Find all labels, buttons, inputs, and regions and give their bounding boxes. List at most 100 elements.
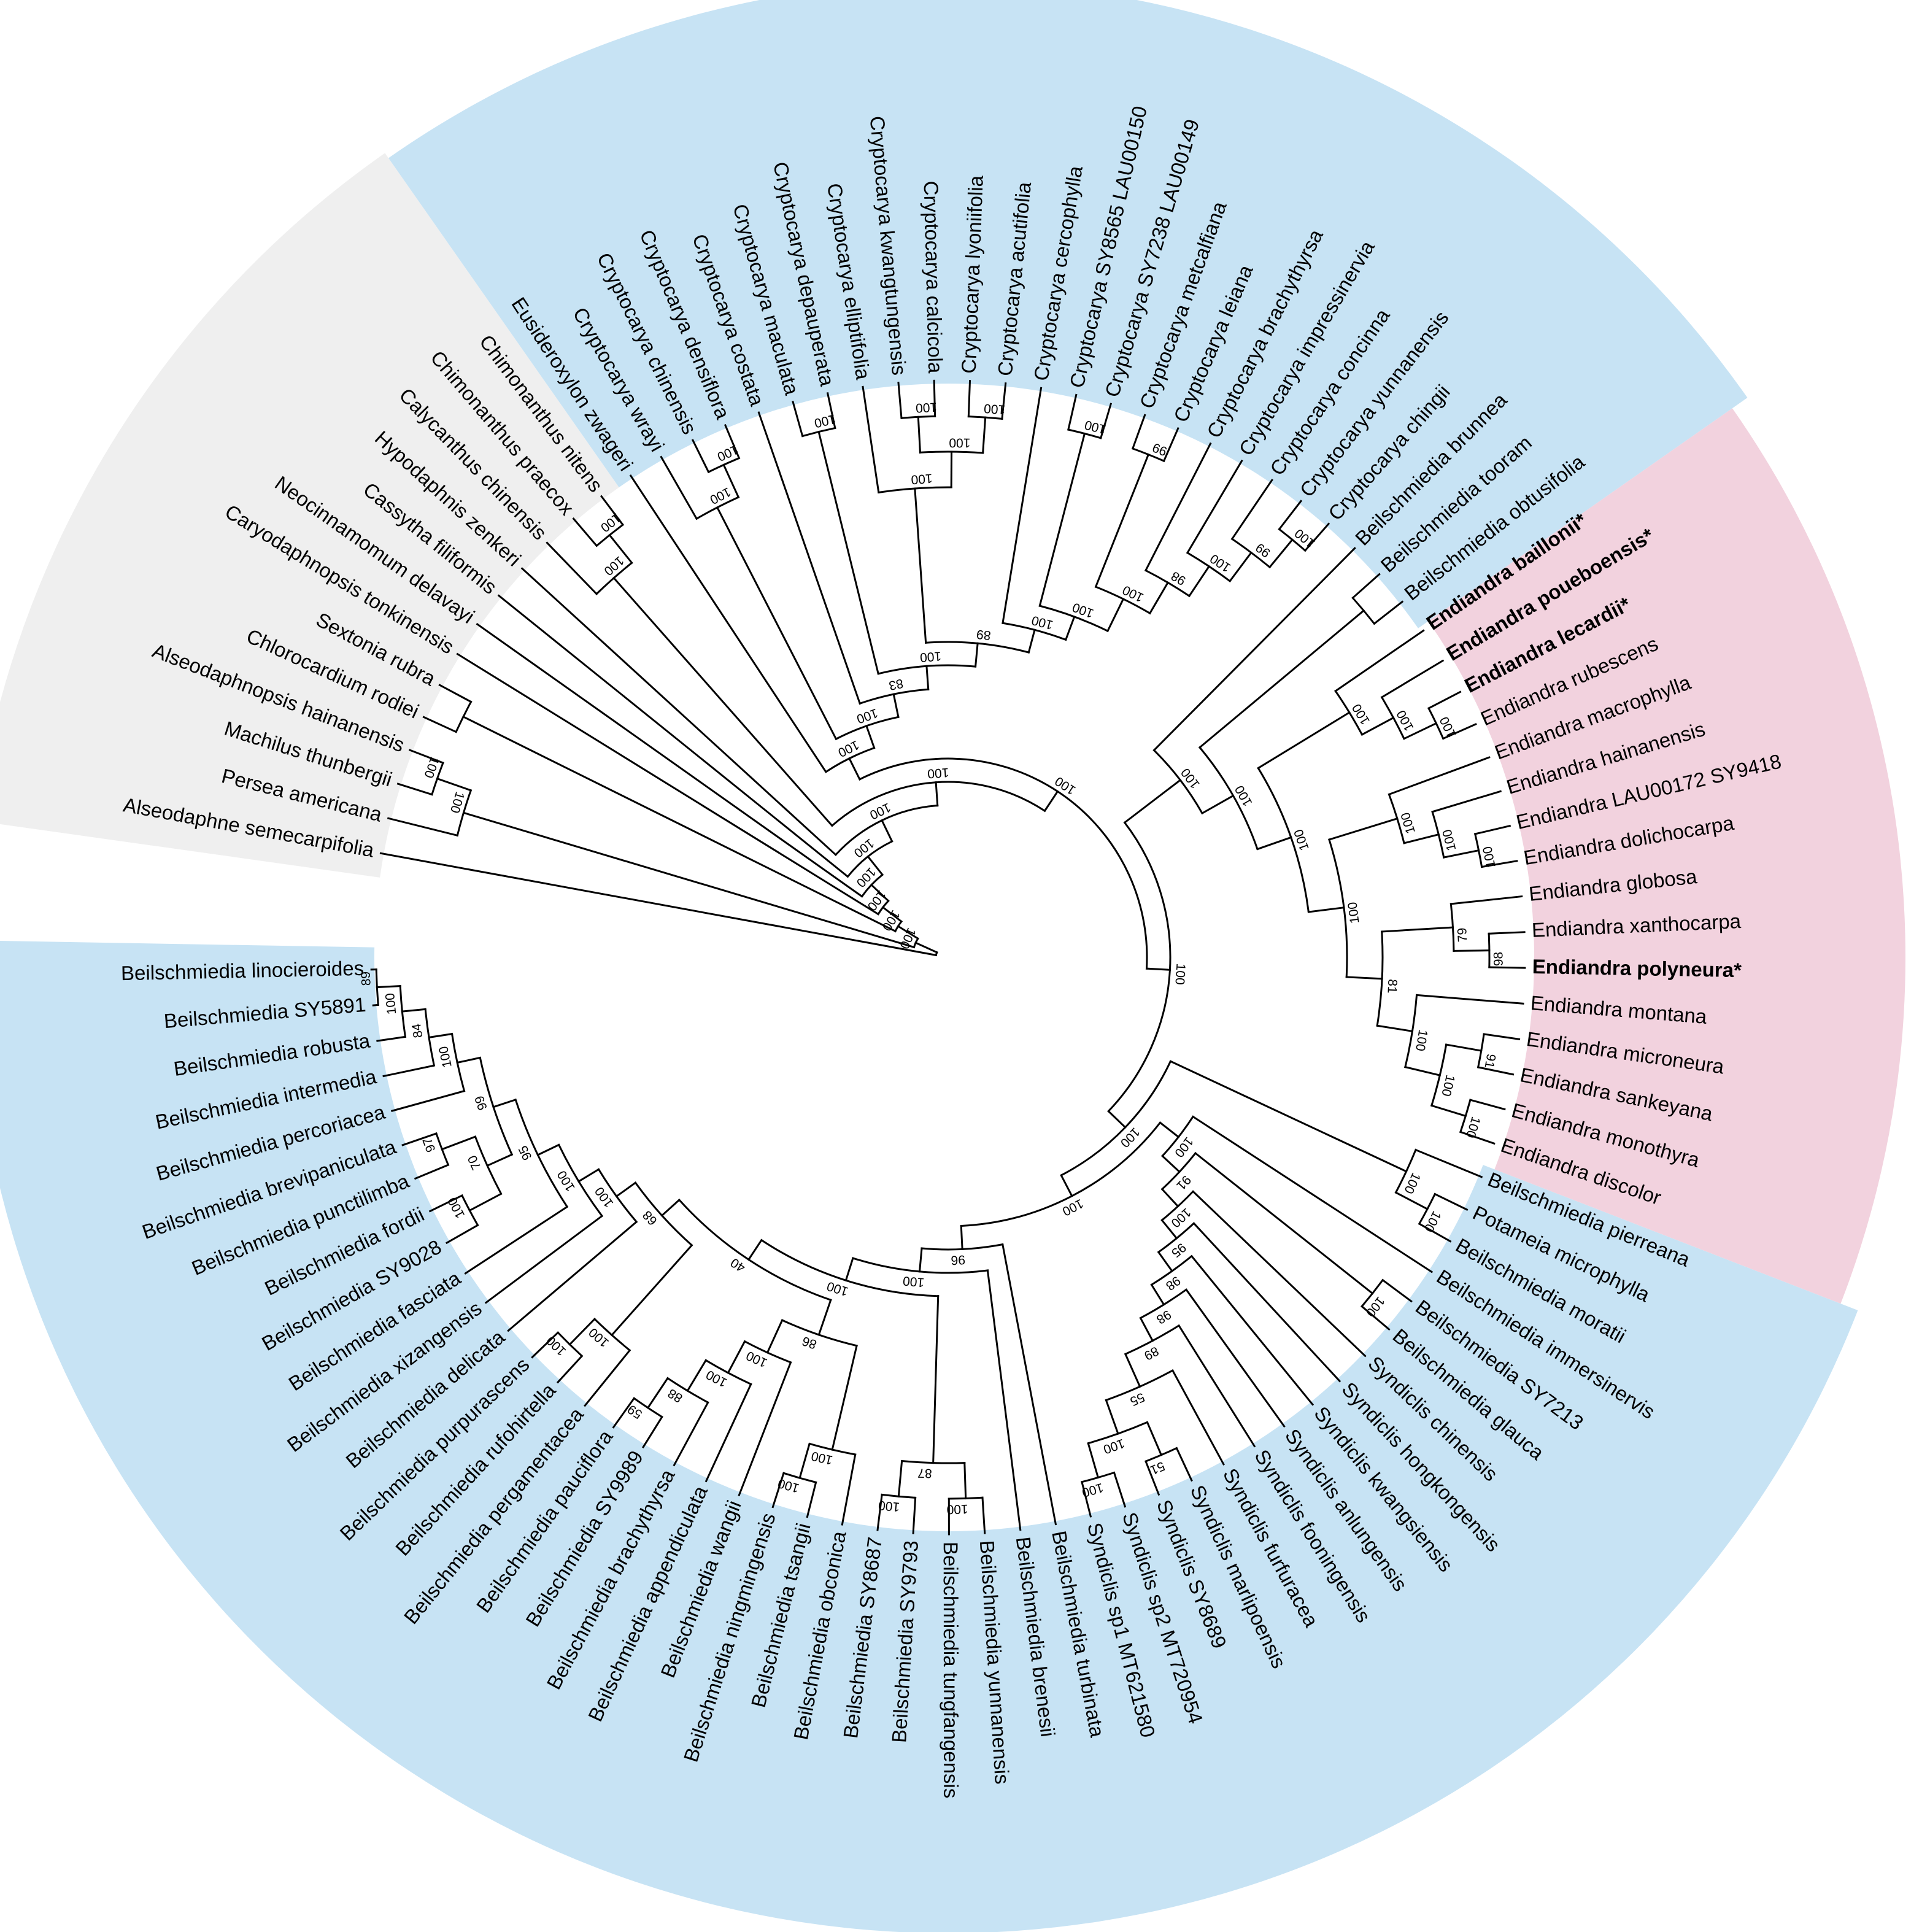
bootstrap-value: 100 [927,765,950,781]
cryptocarya-clade-highlight [388,0,1748,628]
branch [461,715,897,933]
branch [918,1247,923,1273]
branch [766,1319,784,1354]
node-arc [557,1143,604,1218]
branch [792,400,804,438]
tip-label: Cryptocarya calcicola [920,180,948,374]
node-arc [835,716,900,741]
bootstrap-value: 100 [1232,783,1255,809]
bootstrap-value: 100 [1394,708,1417,733]
bootstrap-value: 89 [359,971,374,986]
tip-label: Beilschmiedia linocieroides [121,957,365,984]
branch [960,1224,963,1251]
branch [747,1238,763,1261]
branch [925,665,930,690]
branch [660,455,698,520]
branch [865,724,876,749]
branch [464,1205,569,1275]
node-arc [1160,1151,1197,1191]
bootstrap-value: 100 [911,471,933,486]
branch [716,506,838,741]
branch [568,1318,596,1346]
bootstrap-value: 100 [1413,1029,1430,1052]
branch [1145,967,1172,971]
branch [1144,1460,1160,1496]
bootstrap-value: 100 [879,908,903,933]
node-arc [834,804,939,856]
branch [1157,1251,1173,1273]
node-arc [1107,821,1172,1113]
bootstrap-value: 55 [1128,1389,1147,1408]
branch [1064,615,1076,641]
node-arc [1198,746,1259,851]
bootstrap-value: 100 [1173,963,1188,985]
node-arc [1376,930,1384,1027]
branch [1107,1110,1127,1129]
branch [536,1143,560,1156]
branch [520,567,837,856]
branch [1148,581,1170,615]
branch [1131,414,1146,450]
bootstrap-value: 100 [878,1498,900,1514]
branch [600,495,625,527]
bootstrap-value: 100 [1080,1480,1105,1500]
bootstrap-value: 100 [983,401,1006,416]
branch [1002,1243,1057,1526]
bootstrap-value: 100 [383,992,399,1015]
branch [1099,403,1113,439]
branch [484,1215,604,1304]
node-arc [858,757,1148,970]
branch [1388,756,1491,796]
bootstrap-value: 96 [951,1253,965,1267]
branch [1345,976,1383,980]
branch [897,925,919,940]
node-arc [1328,838,1348,978]
bootstrap-value: 79 [1455,927,1470,943]
branch [1480,860,1518,868]
branch [704,1383,752,1483]
branch [1113,1471,1127,1508]
node-arc [1002,622,1067,641]
branch [608,533,633,565]
bootstrap-value: 100 [776,1476,801,1496]
branch [686,1359,708,1393]
branch [441,1135,477,1151]
branch [967,380,971,418]
branch [546,541,598,595]
branch [1162,427,1179,463]
beilschmiedia-syndiclis-clade-highlight [0,941,1858,1932]
bootstrap-value: 100 [715,442,740,463]
tip-label: Beilschmiedia tungfangensis [940,1542,963,1798]
branch [981,1496,986,1534]
branch [486,1153,514,1167]
branch [722,463,740,499]
node-arc [948,1496,984,1500]
bootstrap-value: 100 [544,1333,569,1358]
bootstrap-value: 88 [665,1386,685,1405]
branch [817,1299,832,1336]
branch [497,594,849,878]
node-arc [514,1098,569,1208]
branch [1229,551,1253,582]
branch [1373,600,1404,625]
bootstrap-value: 100 [1349,701,1373,727]
bootstrap-value: 100 [813,411,837,430]
branch [806,1481,817,1518]
branch [914,487,927,644]
branch [1094,453,1150,589]
bootstrap-value: 100 [946,1502,968,1517]
bootstrap-value: 89 [976,627,991,643]
node-arc [1139,1288,1188,1320]
branch [844,1257,854,1282]
branch [691,439,710,474]
node-arc [634,1181,693,1247]
branch [1303,522,1330,552]
branch [1402,722,1438,740]
branch [456,1056,482,1064]
branch [556,1354,584,1384]
node-arc [1094,585,1151,615]
branch [724,423,741,460]
branch [817,430,880,675]
branch [1430,1104,1467,1118]
